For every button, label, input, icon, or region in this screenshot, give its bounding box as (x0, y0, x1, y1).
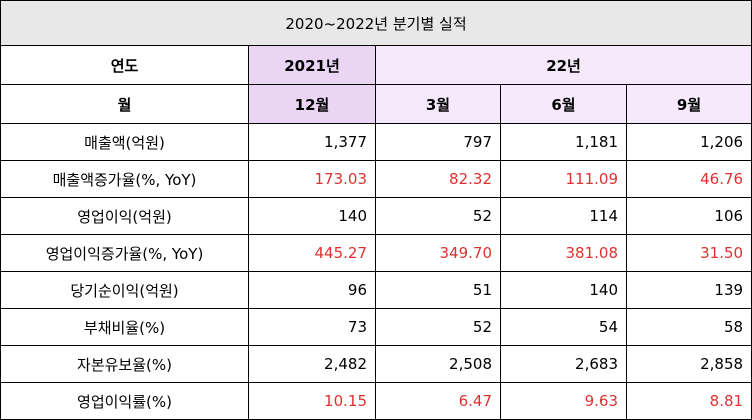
value-cell: 51 (375, 271, 501, 309)
value-cell: 2,482 (248, 345, 376, 383)
value-cell: 381.08 (500, 234, 627, 272)
value-cell: 173.03 (248, 160, 376, 198)
table-row: 매출액증가율(%, YoY) 173.03 82.32 111.09 46.76 (0, 160, 752, 198)
month-header-3: 6월 (500, 84, 627, 124)
value-cell: 82.32 (375, 160, 501, 198)
row-label: 영업이익(억원) (0, 197, 249, 235)
year-header-row: 연도 2021년 22년 (0, 45, 752, 85)
value-cell: 140 (500, 271, 627, 309)
value-cell: 140 (248, 197, 376, 235)
value-cell: 9.63 (500, 382, 627, 420)
value-cell: 139 (625, 271, 752, 309)
value-cell: 114 (500, 197, 627, 235)
value-cell: 52 (375, 197, 501, 235)
table-row: 자본유보율(%) 2,482 2,508 2,683 2,858 (0, 345, 752, 383)
value-cell: 2,858 (625, 345, 752, 383)
year-2021-header: 2021년 (248, 45, 376, 85)
value-cell: 1,206 (625, 123, 752, 161)
table-row: 매출액(억원) 1,377 797 1,181 1,206 (0, 123, 752, 161)
value-cell: 54 (500, 308, 627, 346)
month-header-4: 9월 (625, 84, 752, 124)
table-row: 영업이익증가율(%, YoY) 445.27 349.70 381.08 31.50 (0, 234, 752, 272)
value-cell: 6.47 (375, 382, 501, 420)
table-title: 2020~2022년 분기별 실적 (0, 0, 752, 46)
table-row: 당기순이익(억원) 96 51 140 139 (0, 271, 752, 309)
year-22-header: 22년 (374, 45, 752, 85)
value-cell: 445.27 (248, 234, 376, 272)
title-row: 2020~2022년 분기별 실적 (0, 0, 752, 46)
value-cell: 1,377 (248, 123, 376, 161)
value-cell: 96 (248, 271, 376, 309)
table-row: 부채비율(%) 73 52 54 58 (0, 308, 752, 346)
row-label: 당기순이익(억원) (0, 271, 249, 309)
month-label: 월 (0, 84, 249, 124)
value-cell: 46.76 (625, 160, 752, 198)
table-row: 영업이익률(%) 10.15 6.47 9.63 8.81 (0, 382, 752, 420)
month-header-1: 12월 (248, 84, 376, 124)
row-label: 매출액증가율(%, YoY) (0, 160, 249, 198)
row-label: 자본유보율(%) (0, 345, 249, 383)
value-cell: 58 (625, 308, 752, 346)
row-label: 부채비율(%) (0, 308, 249, 346)
data-rows: 매출액(억원) 1,377 797 1,181 1,206 매출액증가율(%, YoY) 1… (0, 123, 752, 420)
value-cell: 1,181 (500, 123, 627, 161)
row-label: 영업이익률(%) (0, 382, 249, 420)
value-cell: 52 (375, 308, 501, 346)
value-cell: 31.50 (625, 234, 752, 272)
year-label: 연도 (0, 45, 249, 85)
month-header-row: 월 12월 3월 6월 9월 (0, 84, 752, 124)
row-label: 매출액(억원) (0, 123, 249, 161)
value-cell: 111.09 (500, 160, 627, 198)
table-row: 영업이익(억원) 140 52 114 106 (0, 197, 752, 235)
value-cell: 349.70 (375, 234, 501, 272)
value-cell: 10.15 (248, 382, 376, 420)
value-cell: 73 (248, 308, 376, 346)
value-cell: 106 (625, 197, 752, 235)
month-header-2: 3월 (375, 84, 501, 124)
value-cell: 2,508 (375, 345, 501, 383)
row-label: 영업이익증가율(%, YoY) (0, 234, 249, 272)
value-cell: 8.81 (625, 382, 752, 420)
value-cell: 2,683 (500, 345, 627, 383)
value-cell: 797 (375, 123, 501, 161)
